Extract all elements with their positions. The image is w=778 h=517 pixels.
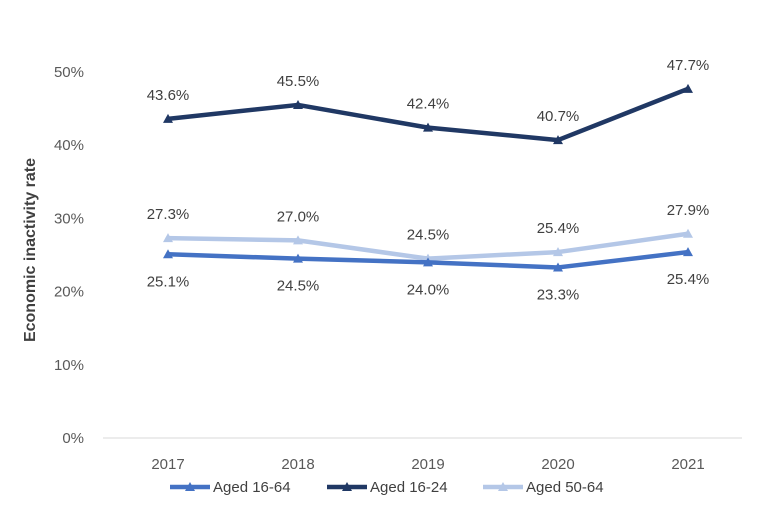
y-axis-ticks: 0% 10% 20% 30% 40% 50%: [54, 64, 84, 447]
legend: Aged 16-64 Aged 16-24 Aged 50-64: [170, 479, 604, 496]
data-point-marker: [163, 249, 173, 259]
data-label: 24.5%: [407, 227, 450, 244]
legend-label: Aged 16-64: [213, 479, 291, 496]
data-point-marker: [683, 247, 693, 257]
legend-marker: [498, 482, 508, 491]
x-tick-label: 2019: [411, 456, 444, 473]
x-tick-label: 2021: [671, 456, 704, 473]
data-label: 25.1%: [147, 273, 190, 290]
data-point-marker: [423, 257, 433, 267]
data-point-marker: [423, 122, 433, 132]
data-label: 42.4%: [407, 96, 450, 113]
data-label: 24.0%: [407, 281, 450, 298]
y-tick-label: 40%: [54, 137, 84, 154]
data-point-marker: [553, 135, 563, 145]
x-tick-label: 2017: [151, 456, 184, 473]
y-tick-label: 30%: [54, 210, 84, 227]
legend-marker: [342, 482, 352, 491]
series-layer: [163, 83, 693, 272]
data-point-marker: [163, 233, 173, 243]
y-tick-label: 50%: [54, 64, 84, 81]
data-point-marker: [293, 253, 303, 263]
y-axis-title: Economic inactivity rate: [22, 158, 39, 342]
data-label: 45.5%: [277, 73, 320, 90]
data-label: 23.3%: [537, 286, 580, 303]
legend-marker: [185, 482, 195, 491]
data-label: 27.0%: [277, 208, 320, 225]
legend-label: Aged 16-24: [370, 479, 448, 496]
data-label: 40.7%: [537, 108, 580, 125]
y-tick-label: 10%: [54, 357, 84, 374]
data-label: 27.3%: [147, 206, 190, 223]
legend-item: Aged 16-24: [327, 479, 448, 496]
x-axis-ticks: 2017 2018 2019 2020 2021: [151, 456, 704, 473]
legend-label: Aged 50-64: [526, 479, 604, 496]
x-tick-label: 2020: [541, 456, 574, 473]
data-label: 43.6%: [147, 87, 190, 104]
y-tick-label: 0%: [62, 430, 84, 447]
data-label: 25.4%: [667, 271, 710, 288]
legend-item: Aged 16-64: [170, 479, 291, 496]
data-label: 27.9%: [667, 202, 710, 219]
y-tick-label: 20%: [54, 284, 84, 301]
data-point-marker: [293, 235, 303, 245]
legend-item: Aged 50-64: [483, 479, 604, 496]
series-aged-16-64: [163, 247, 693, 272]
data-labels: 27.3% 27.0% 24.5% 25.4% 27.9% 25.1% 24.5% 24.0%…: [147, 57, 710, 304]
data-label: 47.7%: [667, 57, 710, 74]
data-point-marker: [553, 262, 563, 272]
data-label: 24.5%: [277, 278, 320, 295]
data-point-marker: [683, 228, 693, 238]
data-label: 25.4%: [537, 220, 580, 237]
data-point-marker: [683, 83, 693, 93]
data-point-marker: [553, 247, 563, 257]
series-aged-16-24: [163, 83, 693, 145]
x-tick-label: 2018: [281, 456, 314, 473]
data-point-marker: [163, 113, 173, 123]
data-point-marker: [293, 99, 303, 109]
